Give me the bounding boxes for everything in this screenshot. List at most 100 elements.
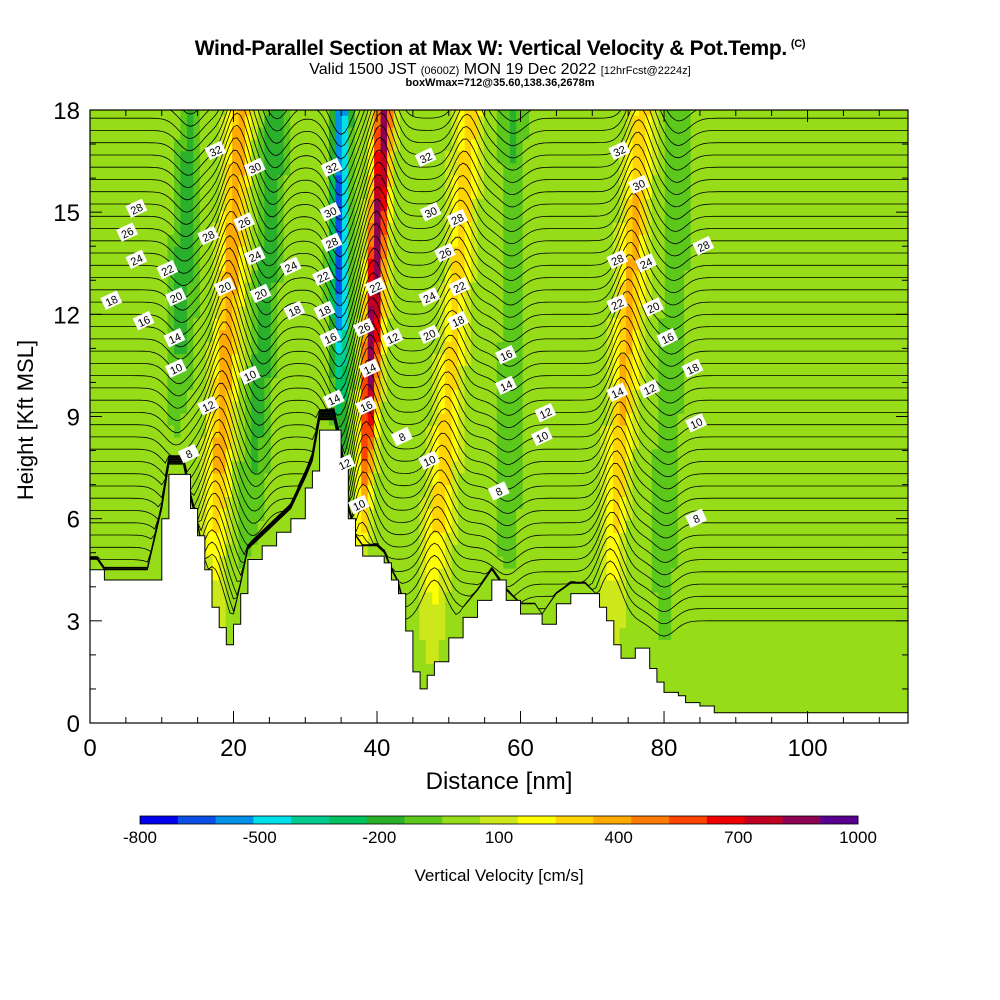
velocity-cell xyxy=(225,484,233,498)
velocity-cell xyxy=(651,198,659,211)
velocity-cell xyxy=(341,110,349,116)
velocity-cell xyxy=(406,234,414,247)
velocity-cell xyxy=(471,115,479,128)
velocity-cell xyxy=(225,162,233,176)
velocity-cell xyxy=(619,282,627,295)
velocity-cell xyxy=(445,270,453,283)
velocity-cell xyxy=(348,317,356,331)
velocity-cell xyxy=(90,365,98,378)
velocity-cell xyxy=(225,460,233,474)
velocity-cell xyxy=(522,568,530,581)
velocity-cell xyxy=(128,115,136,128)
velocity-cell xyxy=(490,413,498,426)
velocity-cell xyxy=(697,675,705,688)
velocity-cell xyxy=(516,544,524,557)
velocity-cell xyxy=(186,115,194,128)
velocity-cell xyxy=(393,138,401,152)
velocity-cell xyxy=(535,591,543,605)
velocity-cell xyxy=(516,532,524,545)
velocity-cell xyxy=(445,627,453,641)
velocity-cell xyxy=(593,496,601,509)
velocity-cell xyxy=(690,138,698,152)
velocity-cell xyxy=(567,246,575,259)
velocity-cell xyxy=(606,496,614,509)
velocity-cell xyxy=(283,234,291,247)
velocity-cell xyxy=(632,317,640,331)
velocity-cell xyxy=(458,341,466,355)
velocity-cell xyxy=(154,425,162,438)
velocity-cell xyxy=(387,413,395,426)
velocity-cell xyxy=(303,282,311,295)
velocity-cell xyxy=(555,198,563,211)
velocity-cell xyxy=(148,568,156,581)
velocity-cell xyxy=(90,484,98,498)
velocity-cell xyxy=(548,186,556,200)
velocity-cell xyxy=(638,436,646,450)
velocity-cell xyxy=(245,317,253,331)
velocity-cell xyxy=(555,110,563,116)
velocity-cell xyxy=(677,210,685,223)
velocity-cell xyxy=(651,615,659,629)
velocity-cell xyxy=(296,472,304,486)
velocity-cell xyxy=(96,496,104,509)
velocity-cell xyxy=(458,270,466,283)
velocity-cell xyxy=(122,246,130,259)
velocity-cell xyxy=(180,110,188,116)
velocity-cell xyxy=(419,663,427,676)
velocity-cell xyxy=(122,293,130,307)
velocity-cell xyxy=(606,234,614,247)
velocity-cell xyxy=(406,520,414,533)
velocity-cell xyxy=(600,472,608,486)
velocity-cell xyxy=(574,413,582,426)
velocity-cell xyxy=(148,425,156,438)
velocity-cell xyxy=(102,448,110,462)
velocity-cell xyxy=(503,365,511,378)
velocity-cell xyxy=(574,174,582,188)
velocity-cell xyxy=(122,484,130,498)
velocity-cell xyxy=(212,425,220,438)
velocity-cell xyxy=(606,580,614,593)
velocity-cell xyxy=(658,377,666,390)
velocity-cell xyxy=(167,246,175,259)
velocity-cell xyxy=(458,520,466,533)
velocity-cell xyxy=(115,496,123,509)
velocity-cell xyxy=(122,568,130,581)
velocity-cell xyxy=(458,353,466,366)
velocity-cell xyxy=(328,293,336,307)
velocity-cell xyxy=(471,413,479,426)
velocity-cell xyxy=(613,603,621,617)
velocity-cell xyxy=(638,377,646,390)
velocity-cell xyxy=(219,246,227,259)
velocity-cell xyxy=(238,413,246,426)
velocity-cell xyxy=(128,110,136,116)
velocity-cell xyxy=(671,341,679,355)
velocity-cell xyxy=(283,401,291,414)
velocity-cell xyxy=(606,198,614,211)
velocity-cell xyxy=(555,138,563,152)
velocity-cell xyxy=(232,305,240,319)
velocity-cell xyxy=(529,110,537,116)
velocity-cell xyxy=(561,568,569,581)
velocity-cell xyxy=(626,436,634,450)
velocity-cell xyxy=(677,365,685,378)
velocity-cell xyxy=(632,293,640,307)
velocity-cell xyxy=(535,460,543,474)
velocity-cell xyxy=(471,603,479,617)
velocity-cell xyxy=(206,413,214,426)
velocity-cell xyxy=(606,282,614,295)
velocity-cell xyxy=(264,210,272,223)
velocity-cell xyxy=(600,568,608,581)
velocity-cell xyxy=(393,413,401,426)
velocity-cell xyxy=(677,305,685,319)
velocity-cell xyxy=(174,305,182,319)
velocity-cell xyxy=(412,639,420,653)
velocity-cell xyxy=(432,651,440,664)
velocity-cell xyxy=(574,520,582,533)
velocity-cell xyxy=(671,174,679,188)
velocity-cell xyxy=(567,568,575,581)
velocity-cell xyxy=(445,234,453,247)
velocity-cell xyxy=(464,556,472,569)
velocity-cell xyxy=(115,282,123,295)
velocity-cell xyxy=(671,127,679,140)
velocity-cell xyxy=(664,401,672,414)
